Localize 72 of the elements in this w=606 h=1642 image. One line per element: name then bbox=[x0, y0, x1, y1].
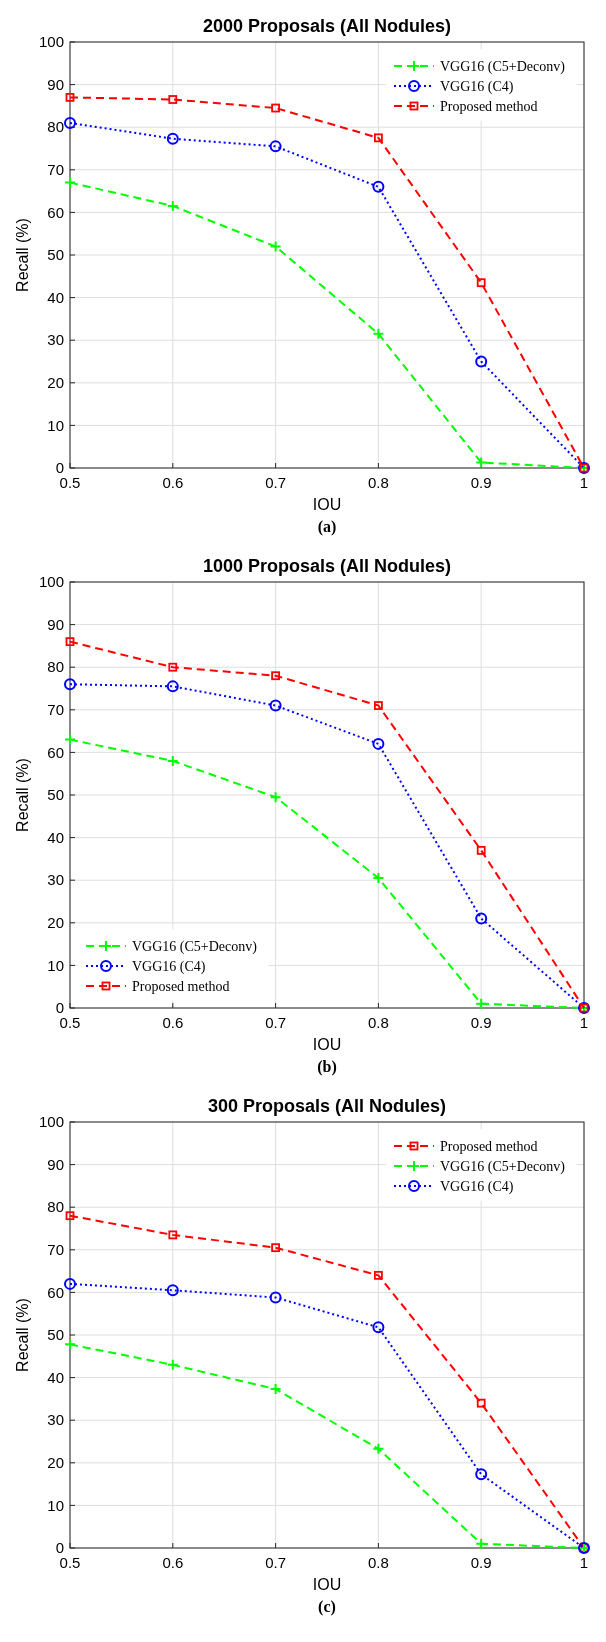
chart-title: 1000 Proposals (All Nodules) bbox=[202, 556, 452, 576]
y-tick-label: 50 bbox=[47, 1326, 64, 1344]
x-tick-label: 0.5 bbox=[59, 1014, 81, 1031]
y-tick-label: 80 bbox=[47, 118, 64, 136]
text: (a) bbox=[317, 518, 337, 536]
x-tick-label: 0.6 bbox=[162, 1554, 184, 1571]
x-axis-title: IOU bbox=[312, 1036, 342, 1053]
y-tick-label: 70 bbox=[47, 701, 64, 719]
y-tick-label: 0 bbox=[55, 999, 64, 1017]
legend-label: VGG16 (C4) bbox=[440, 78, 514, 95]
y-tick-label: 100 bbox=[38, 573, 64, 591]
y-tick-label: 70 bbox=[47, 161, 64, 179]
y-tick-label: 60 bbox=[47, 1283, 64, 1301]
x-tick-label: 0.9 bbox=[470, 474, 492, 491]
y-tick-label: 40 bbox=[47, 288, 64, 306]
y-tick-label: 10 bbox=[47, 416, 64, 434]
y-tick-label: 40 bbox=[47, 828, 64, 846]
x-tick-label: 0.6 bbox=[162, 1014, 184, 1031]
y-tick-label: 20 bbox=[47, 914, 64, 932]
y-tick-label: 60 bbox=[47, 743, 64, 761]
y-tick-label: 100 bbox=[38, 33, 64, 51]
y-tick-label: 50 bbox=[47, 786, 64, 804]
y-tick-label: 20 bbox=[47, 1454, 64, 1472]
y-tick-label: 100 bbox=[38, 1113, 64, 1131]
y-tick-label: 80 bbox=[47, 658, 64, 676]
text: (b) bbox=[317, 1058, 337, 1076]
legend-label: VGG16 (C4) bbox=[132, 958, 206, 975]
y-axis-title: Recall (%) bbox=[14, 758, 31, 832]
legend-label: VGG16 (C5+Deconv) bbox=[132, 938, 258, 955]
x-tick-label: 0.5 bbox=[59, 474, 81, 491]
x-tick-label: 1 bbox=[579, 1554, 589, 1571]
legend-label: VGG16 (C5+Deconv) bbox=[440, 58, 566, 75]
y-tick-label: 90 bbox=[47, 615, 64, 633]
y-tick-label: 30 bbox=[47, 1411, 64, 1429]
y-tick-label: 70 bbox=[47, 1241, 64, 1259]
y-tick-label: 10 bbox=[47, 956, 64, 974]
chart-title: 2000 Proposals (All Nodules) bbox=[202, 16, 452, 36]
x-tick-label: 0.6 bbox=[162, 474, 184, 491]
y-axis-title: Recall (%) bbox=[14, 218, 31, 292]
y-tick-label: 60 bbox=[47, 203, 64, 221]
y-tick-label: 90 bbox=[47, 75, 64, 93]
y-tick-label: 0 bbox=[55, 459, 64, 477]
x-axis-title: IOU bbox=[312, 1576, 342, 1593]
y-tick-label: 30 bbox=[47, 871, 64, 889]
chart-title: 300 Proposals (All Nodules) bbox=[207, 1096, 447, 1116]
y-axis-title: Recall (%) bbox=[14, 1298, 31, 1372]
y-tick-label: 0 bbox=[55, 1539, 64, 1557]
x-tick-label: 0.8 bbox=[367, 1554, 389, 1571]
x-tick-label: 0.5 bbox=[59, 1554, 81, 1571]
legend-label: Proposed method bbox=[440, 98, 538, 114]
legend-label: VGG16 (C4) bbox=[440, 1178, 514, 1195]
y-tick-label: 10 bbox=[47, 1496, 64, 1514]
y-tick-label: 20 bbox=[47, 374, 64, 392]
y-tick-label: 50 bbox=[47, 246, 64, 264]
x-tick-label: 0.9 bbox=[470, 1014, 492, 1031]
x-tick-label: 0.7 bbox=[265, 1014, 287, 1031]
x-axis-title: IOU bbox=[312, 496, 342, 513]
x-tick-label: 0.8 bbox=[367, 474, 389, 491]
x-tick-label: 1 bbox=[579, 474, 589, 491]
legend-label: VGG16 (C5+Deconv) bbox=[440, 1158, 566, 1175]
y-tick-label: 90 bbox=[47, 1155, 64, 1173]
y-tick-label: 30 bbox=[47, 331, 64, 349]
y-tick-label: 80 bbox=[47, 1198, 64, 1216]
legend-label: Proposed method bbox=[132, 978, 230, 994]
x-tick-label: 0.7 bbox=[265, 474, 287, 491]
x-tick-label: 1 bbox=[579, 1014, 589, 1031]
text: (c) bbox=[318, 1598, 336, 1616]
x-tick-label: 0.9 bbox=[470, 1554, 492, 1571]
y-tick-label: 40 bbox=[47, 1368, 64, 1386]
x-tick-label: 0.8 bbox=[367, 1014, 389, 1031]
legend-label: Proposed method bbox=[440, 1138, 538, 1154]
x-tick-label: 0.7 bbox=[265, 1554, 287, 1571]
